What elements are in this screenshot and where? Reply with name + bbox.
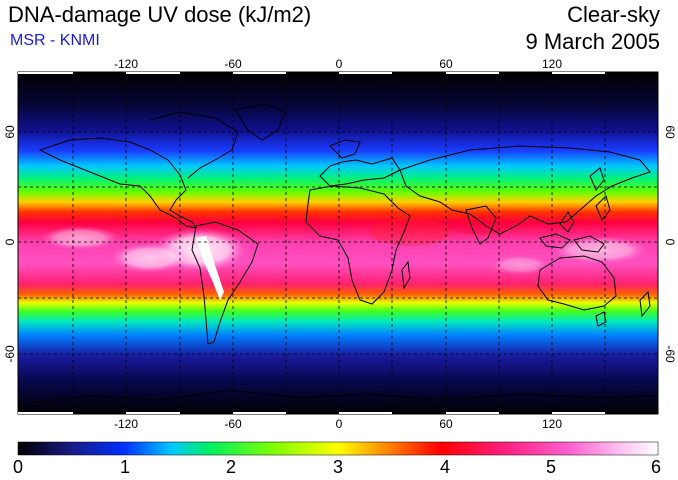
- map-title: DNA-damage UV dose (kJ/m2): [8, 2, 312, 27]
- lon-tick-bottom: -60: [224, 417, 242, 431]
- lon-tick-bottom: 60: [439, 417, 453, 431]
- colorbar-tick: 1: [119, 457, 130, 477]
- map-frame: [17, 71, 659, 415]
- lon-tick-top: -120: [113, 57, 139, 71]
- lon-tick-bottom: 0: [335, 417, 343, 431]
- lon-tick-top: 120: [541, 57, 563, 71]
- colorbar: [17, 441, 659, 456]
- colorbar-tick: 5: [545, 457, 556, 477]
- source-label: MSR - KNMI: [10, 32, 100, 49]
- colorbar-tick: 2: [225, 457, 236, 477]
- lon-tick-bottom: 120: [541, 417, 563, 431]
- colorbar-tick: 6: [650, 457, 661, 477]
- andes-high-dose: [196, 236, 224, 300]
- graticule: [18, 72, 658, 414]
- lon-tick-top: 0: [335, 57, 343, 71]
- lon-tick-bottom: -120: [113, 417, 139, 431]
- date-label: 9 March 2005: [525, 29, 660, 54]
- uv-field: [18, 72, 658, 414]
- colorbar-tick: 0: [12, 457, 23, 477]
- coastlines: [18, 103, 658, 405]
- colorbar-tick: 3: [332, 457, 343, 477]
- lon-tick-top: -60: [224, 57, 242, 71]
- colorbar-tick: 4: [439, 457, 450, 477]
- sky-condition-label: Clear-sky: [567, 2, 660, 27]
- lon-tick-top: 60: [439, 57, 453, 71]
